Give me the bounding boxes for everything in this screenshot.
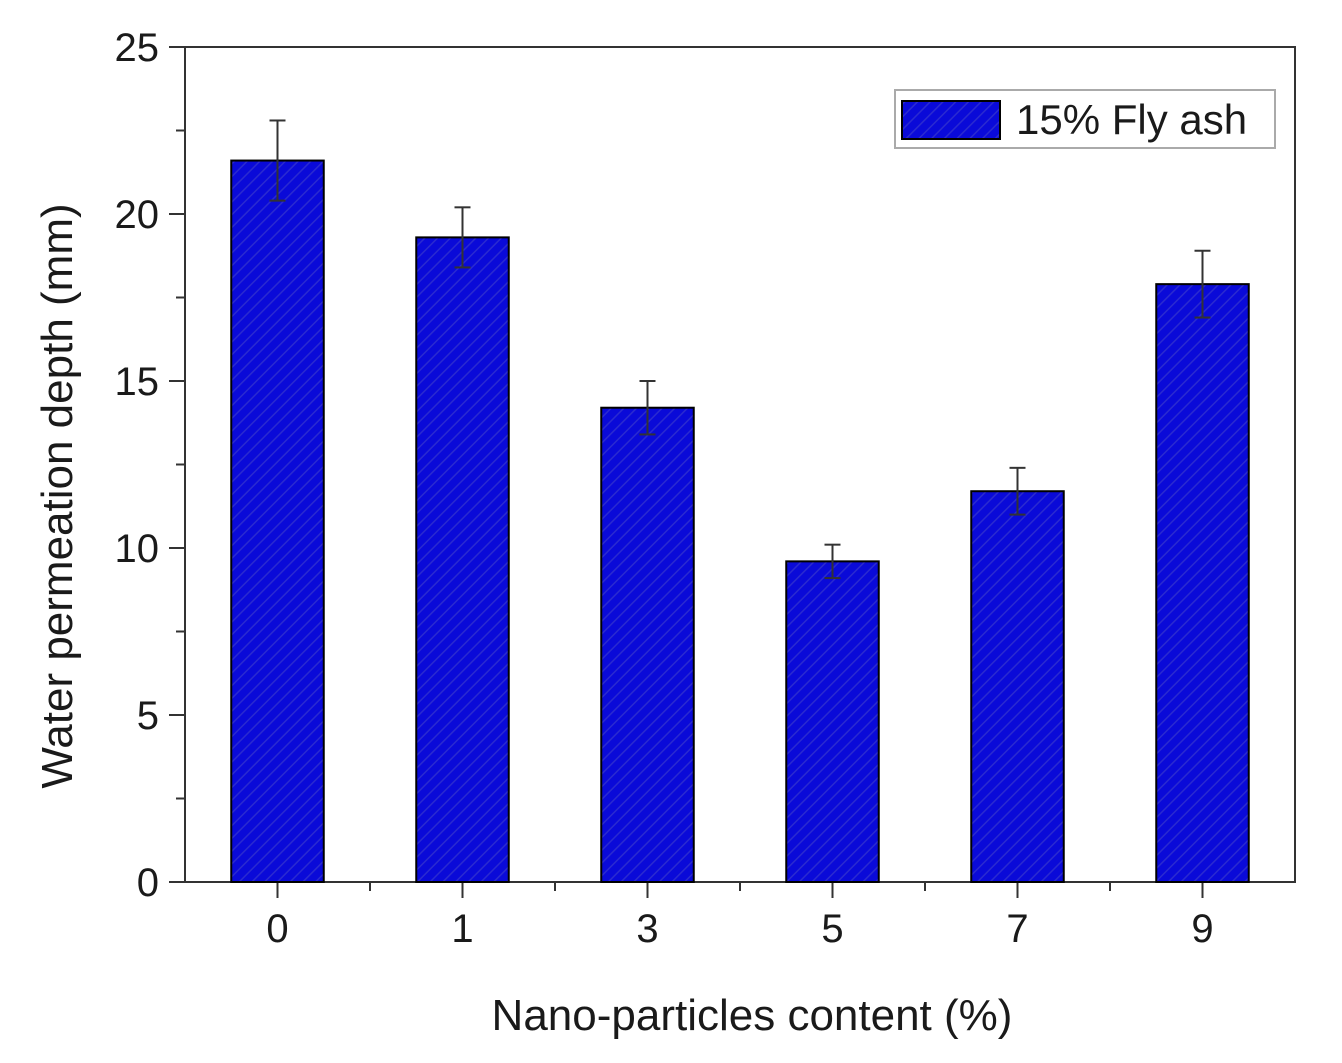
error-bars [269,119,1211,580]
x-tick-label: 7 [1006,907,1028,951]
bar [785,560,880,883]
plot-frame [184,46,1296,883]
x-axis: 0 1 3 5 7 9 [266,882,1214,951]
x-tick-label: 5 [821,907,843,951]
y-tick-label: 20 [115,193,160,237]
y-axis-title: Water permeation depth (mm) [33,203,82,788]
bar [600,406,695,883]
bar-series [230,159,1250,883]
bar [1155,283,1250,883]
bar [415,236,510,883]
legend-swatch [901,100,1001,140]
x-tick-label: 3 [636,907,658,951]
bar [970,490,1065,883]
legend-label: 15% Fly ash [1016,96,1247,143]
y-tick-label: 25 [115,26,160,70]
bar [230,159,325,883]
y-tick-label: 15 [115,360,160,404]
y-tick-label: 0 [137,861,159,905]
y-tick-label: 10 [115,527,160,571]
x-tick-label: 1 [451,907,473,951]
y-axis: 0 5 10 15 20 25 [115,26,185,905]
x-axis-title: Nano-particles content (%) [492,991,1013,1040]
x-tick-label: 0 [266,907,288,951]
x-tick-label: 9 [1191,907,1213,951]
y-tick-label: 5 [137,694,159,738]
legend: 15% Fly ash [894,89,1276,149]
